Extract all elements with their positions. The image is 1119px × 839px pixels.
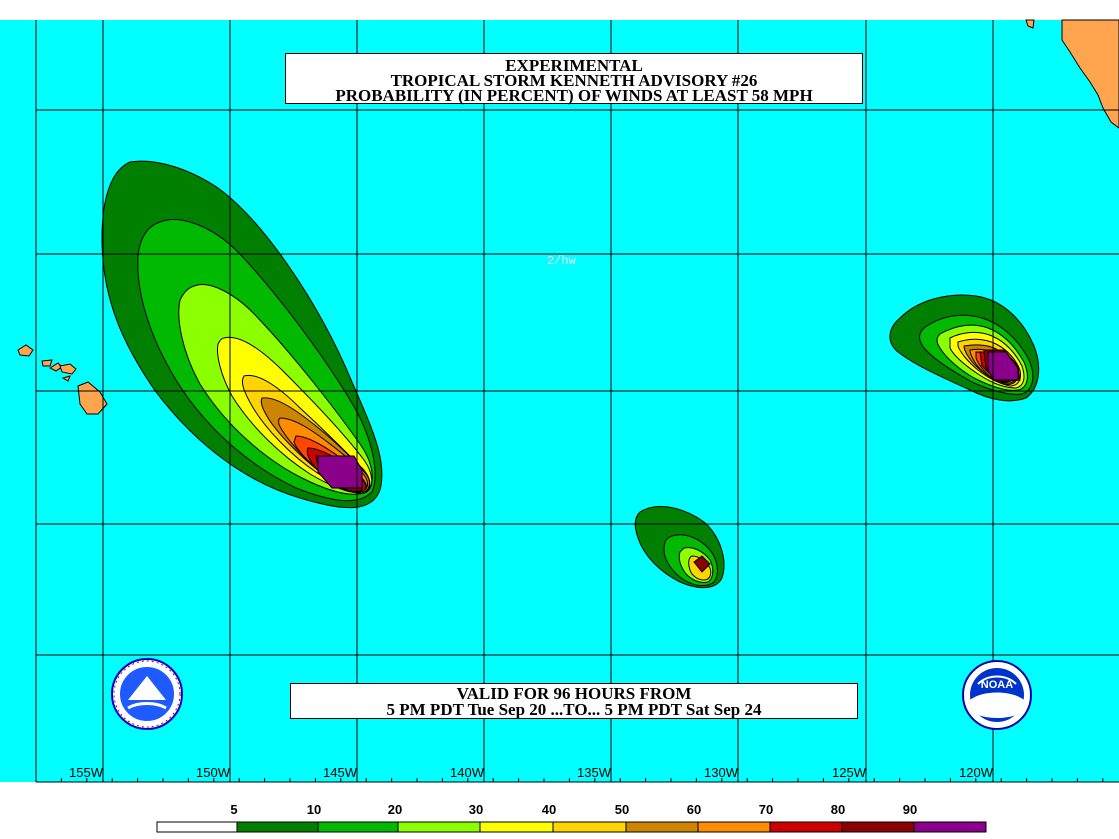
noaa-logo-text: NOAA (981, 679, 1013, 691)
lon-label-120w: 120W (959, 765, 993, 780)
map-tag: 2/hw (547, 254, 576, 268)
scale-swatch-6 (625, 821, 699, 833)
scale-label-30: 30 (468, 802, 484, 817)
lon-label-140w: 140W (450, 765, 484, 780)
lon-label-155w: 155W (69, 765, 103, 780)
lon-label-125w: 125W (832, 765, 866, 780)
lat-lon-grid (35, 20, 1119, 783)
scale-swatch-7 (697, 821, 771, 833)
valid-line-2: 5 PM PDT Tue Sep 20 ...TO... 5 PM PDT Sa… (386, 700, 762, 719)
scale-swatch-1 (236, 821, 319, 833)
nws-logo (111, 658, 183, 730)
title-line-3: PROBABILITY (IN PERCENT) OF WINDS AT LEA… (335, 86, 813, 105)
baja-coast (1025, 19, 1035, 29)
scale-swatch-9 (841, 821, 915, 833)
title-line-2: TROPICAL STORM KENNETH ADVISORY #26 (390, 71, 758, 90)
lon-label-130w: 130W (704, 765, 738, 780)
hawaii-islands (17, 344, 108, 415)
scale-label-5: 5 (230, 802, 238, 817)
scale-label-60: 60 (686, 802, 702, 817)
scale-swatch-3 (397, 821, 481, 833)
storm-swath-small (634, 506, 725, 588)
mexico-land (1061, 19, 1119, 129)
probability-scale-bar (156, 821, 987, 833)
noaa-logo: NOAA (962, 660, 1032, 730)
scale-swatch-10 (913, 821, 987, 833)
title-line-1: EXPERIMENTAL (505, 56, 643, 75)
valid-period-box: VALID FOR 96 HOURS FROM 5 PM PDT Tue Sep… (290, 683, 858, 719)
storm-swath-main (101, 160, 383, 509)
lon-label-145w: 145W (323, 765, 357, 780)
scale-swatch-5 (552, 821, 627, 833)
scale-label-50: 50 (614, 802, 630, 817)
scale-label-90: 90 (902, 802, 918, 817)
lon-label-135w: 135W (577, 765, 611, 780)
scale-label-20: 20 (387, 802, 403, 817)
axis-ticks (35, 778, 1104, 782)
lon-label-150w: 150W (196, 765, 230, 780)
scale-label-40: 40 (541, 802, 557, 817)
scale-label-70: 70 (758, 802, 774, 817)
scale-label-80: 80 (830, 802, 846, 817)
valid-line-1: VALID FOR 96 HOURS FROM (456, 684, 692, 703)
scale-swatch-2 (317, 821, 399, 833)
scale-label-10: 10 (306, 802, 322, 817)
scale-swatch-0 (156, 821, 238, 833)
title-box: EXPERIMENTAL TROPICAL STORM KENNETH ADVI… (285, 53, 863, 104)
scale-swatch-4 (479, 821, 554, 833)
scale-swatch-8 (769, 821, 843, 833)
